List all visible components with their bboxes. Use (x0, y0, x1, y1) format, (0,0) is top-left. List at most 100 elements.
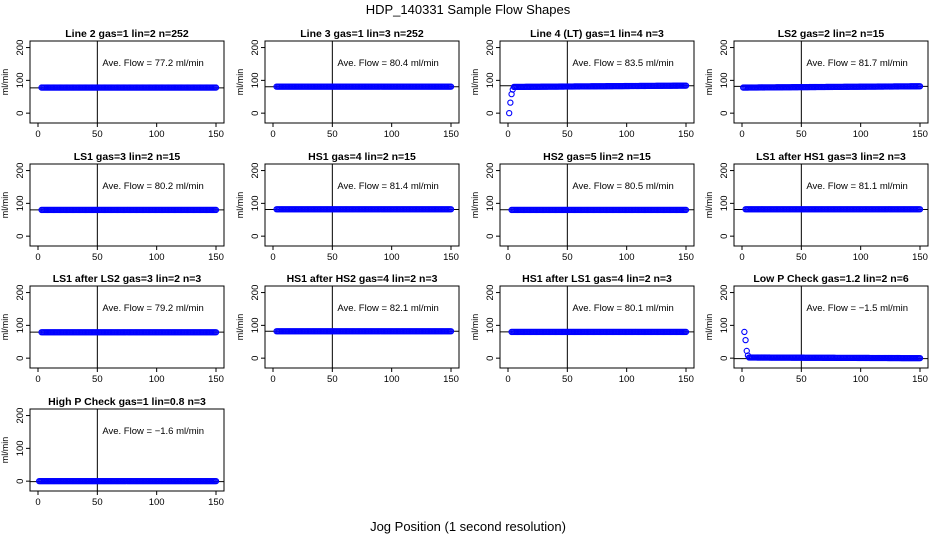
panel-8: LS1 after HS1 gas=3 lin=2 n=3 0 50 100 150 0 1… (704, 151, 929, 263)
x-tick-label: 100 (384, 374, 400, 385)
x-tick-label: 150 (443, 252, 459, 263)
y-tick-label: 200 (250, 163, 261, 179)
x-tick-label: 50 (92, 497, 103, 508)
plot-frame (499, 285, 695, 369)
y-tick-label: 0 (485, 234, 496, 239)
y-axis-label: ml/min (470, 192, 480, 219)
y-axis-label: ml/min (235, 69, 245, 96)
x-tick-label: 50 (327, 374, 338, 385)
y-tick-label: 0 (15, 479, 26, 484)
y-tick-label: 100 (485, 72, 496, 88)
flow-series (38, 206, 220, 214)
data-point (447, 206, 455, 213)
x-tick-label: 150 (678, 374, 694, 385)
y-tick-label: 200 (15, 40, 26, 56)
average-flow-annotation: Ave. Flow = −1.6 ml/min (102, 426, 204, 437)
flow-series (38, 329, 220, 336)
y-tick-label: 200 (719, 163, 730, 179)
x-tick-label: 150 (208, 252, 224, 263)
plot-frame (264, 285, 460, 369)
flow-series (273, 328, 455, 335)
x-tick-label: 50 (92, 129, 103, 140)
y-axis-label: ml/min (235, 314, 245, 341)
flow-series (506, 82, 690, 117)
panel-11: HS1 after LS1 gas=4 lin=2 n=3 0 50 100 150 0 1… (470, 273, 695, 385)
flow-series (273, 83, 455, 90)
panel-title: LS1 gas=3 lin=2 n=15 (74, 151, 181, 163)
x-tick-label: 0 (35, 374, 40, 385)
plot-frame (264, 163, 460, 247)
panel-title: LS2 gas=2 lin=2 n=15 (778, 28, 885, 40)
y-axis-label: ml/min (235, 192, 245, 219)
x-tick-label: 150 (443, 129, 459, 140)
plot-frame (29, 408, 225, 492)
x-tick-label: 50 (562, 129, 573, 140)
y-tick-label: 200 (250, 285, 261, 301)
y-axis-label: ml/min (704, 192, 714, 219)
flow-series (273, 206, 455, 213)
x-tick-label: 0 (270, 252, 275, 263)
y-axis-label: ml/min (0, 69, 10, 96)
y-axis-label: ml/min (704, 314, 714, 341)
x-tick-label: 0 (35, 252, 40, 263)
y-tick-label: 100 (15, 72, 26, 88)
y-tick-label: 200 (485, 163, 496, 179)
plot-frame (499, 40, 695, 124)
y-tick-label: 100 (485, 317, 496, 333)
panel-title: LS1 after LS2 gas=3 lin=2 n=3 (53, 273, 202, 285)
average-flow-annotation: Ave. Flow = 83.5 ml/min (572, 58, 673, 69)
x-tick-label: 100 (149, 129, 165, 140)
data-point (447, 328, 455, 335)
average-flow-annotation: Ave. Flow = 77.2 ml/min (102, 58, 203, 69)
y-tick-label: 100 (250, 317, 261, 333)
y-tick-label: 100 (250, 195, 261, 211)
x-tick-label: 0 (505, 252, 510, 263)
x-tick-label: 50 (92, 252, 103, 263)
y-tick-label: 200 (15, 163, 26, 179)
x-tick-label: 150 (443, 374, 459, 385)
panel-title: Low P Check gas=1.2 lin=2 n=6 (753, 273, 908, 285)
y-axis-label: ml/min (470, 314, 480, 341)
x-tick-label: 100 (384, 252, 400, 263)
data-point (507, 99, 514, 106)
panel-title: LS1 after HS1 gas=3 lin=2 n=3 (756, 151, 906, 163)
x-tick-label: 0 (505, 129, 510, 140)
average-flow-annotation: Ave. Flow = 81.4 ml/min (337, 181, 438, 192)
x-tick-label: 150 (678, 129, 694, 140)
data-point (916, 355, 924, 362)
average-flow-annotation: Ave. Flow = 79.2 ml/min (102, 303, 203, 314)
plot-frame (733, 40, 929, 124)
y-axis-label: ml/min (470, 69, 480, 96)
y-tick-label: 0 (250, 111, 261, 116)
x-tick-label: 50 (562, 252, 573, 263)
data-point (742, 336, 749, 344)
x-tick-label: 0 (739, 252, 744, 263)
x-tick-label: 50 (562, 374, 573, 385)
y-tick-label: 200 (15, 408, 26, 424)
data-point (506, 110, 513, 117)
x-tick-label: 150 (912, 252, 928, 263)
y-axis-label: ml/min (0, 192, 10, 219)
flow-series (36, 478, 220, 485)
y-tick-label: 0 (250, 234, 261, 239)
y-tick-label: 0 (719, 234, 730, 239)
x-tick-label: 0 (270, 129, 275, 140)
y-tick-label: 200 (719, 40, 730, 56)
y-tick-label: 200 (719, 285, 730, 301)
x-tick-label: 100 (149, 374, 165, 385)
y-tick-label: 0 (485, 356, 496, 361)
x-tick-label: 0 (739, 374, 744, 385)
panel-title: HS1 gas=4 lin=2 n=15 (308, 151, 416, 163)
panel-1: Line 2 gas=1 lin=2 n=252 0 50 100 150 0 100 200… (0, 28, 225, 140)
average-flow-annotation: Ave. Flow = 80.4 ml/min (337, 58, 438, 69)
y-tick-label: 200 (485, 40, 496, 56)
panel-6: HS1 gas=4 lin=2 n=15 0 50 100 150 0 100 200 ml/m… (235, 151, 460, 263)
average-flow-annotation: Ave. Flow = 80.2 ml/min (102, 181, 203, 192)
plot-frame (499, 163, 695, 247)
panel-4: LS2 gas=2 lin=2 n=15 0 50 100 150 0 100 200 ml/m… (704, 28, 929, 140)
x-tick-label: 100 (619, 129, 635, 140)
x-tick-label: 100 (853, 374, 869, 385)
average-flow-annotation: Ave. Flow = 81.7 ml/min (806, 58, 907, 69)
data-point (212, 206, 220, 214)
data-point (682, 206, 690, 214)
